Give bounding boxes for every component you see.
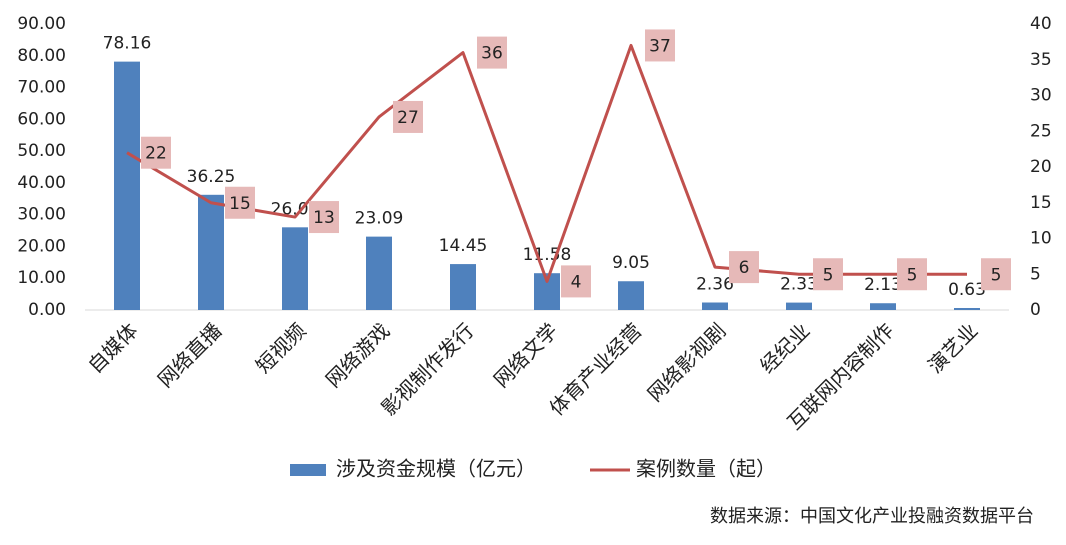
bar xyxy=(618,281,644,310)
y2-tick-label: 25 xyxy=(1030,121,1052,141)
line-label-box xyxy=(561,265,591,298)
y2-tick-label: 10 xyxy=(1030,229,1052,249)
line-value-label: 6 xyxy=(739,258,750,278)
y-tick-label: 90.00 xyxy=(17,14,66,34)
y-tick-label: 50.00 xyxy=(17,141,66,161)
y2-tick-label: 0 xyxy=(1030,300,1041,320)
line-label-box xyxy=(981,258,1011,291)
bar xyxy=(282,227,308,310)
bar xyxy=(198,194,224,310)
y2-tick-label: 40 xyxy=(1030,14,1052,34)
bar xyxy=(114,61,140,310)
y2-tick-label: 5 xyxy=(1030,264,1041,284)
bar-value-label: 0.63 xyxy=(948,280,986,300)
bar xyxy=(702,302,728,310)
line-label-box xyxy=(897,258,927,291)
legend-label: 涉及资金规模（亿元） xyxy=(336,457,536,481)
line-label-box xyxy=(729,251,759,284)
bar-value-label: 2.36 xyxy=(696,275,734,295)
bar-value-label: 9.05 xyxy=(612,253,650,273)
line-label-box xyxy=(477,36,507,69)
bar xyxy=(450,264,476,310)
line-value-label: 5 xyxy=(823,265,834,285)
y-tick-label: 30.00 xyxy=(17,205,66,225)
line-value-label: 22 xyxy=(145,144,167,164)
bar-value-label: 11.58 xyxy=(523,245,572,265)
line-value-label: 4 xyxy=(571,272,582,292)
bar xyxy=(954,307,980,310)
line-value-label: 5 xyxy=(907,265,918,285)
bar-value-label: 2.33 xyxy=(780,275,818,295)
bar-value-label: 23.09 xyxy=(355,209,404,229)
line-value-label: 36 xyxy=(481,44,503,64)
bar-value-label: 36.25 xyxy=(187,167,236,187)
bar xyxy=(786,302,812,310)
line-value-label: 5 xyxy=(991,265,1002,285)
y-tick-label: 0.00 xyxy=(28,300,66,320)
y-tick-label: 40.00 xyxy=(17,173,66,193)
line-label-box xyxy=(309,201,339,234)
line-label-box xyxy=(225,186,255,219)
bar xyxy=(870,303,896,310)
line-value-label: 27 xyxy=(397,108,419,128)
y-tick-label: 80.00 xyxy=(17,46,66,66)
line-value-label: 37 xyxy=(649,36,671,56)
line-label-box xyxy=(393,100,423,133)
line-value-label: 15 xyxy=(229,194,251,214)
line-value-label: 13 xyxy=(313,208,335,228)
y2-tick-label: 20 xyxy=(1030,157,1052,177)
bar-value-label: 78.16 xyxy=(103,34,152,54)
legend-label: 案例数量（起） xyxy=(636,457,776,481)
y-tick-label: 20.00 xyxy=(17,236,66,256)
y-tick-label: 60.00 xyxy=(17,109,66,129)
source-note: 数据来源：中国文化产业投融资数据平台 xyxy=(710,506,1034,527)
line-label-box xyxy=(141,136,171,169)
bar-value-label: 14.45 xyxy=(439,236,488,256)
y-tick-label: 10.00 xyxy=(17,268,66,288)
line-label-box xyxy=(813,258,843,291)
y2-tick-label: 35 xyxy=(1030,50,1052,70)
line-label-box xyxy=(645,29,675,62)
y-tick-label: 70.00 xyxy=(17,78,66,98)
y2-tick-label: 30 xyxy=(1030,86,1052,106)
legend-swatch xyxy=(290,464,326,476)
y2-tick-label: 15 xyxy=(1030,193,1052,213)
bar xyxy=(366,236,392,310)
bar-value-label: 2.13 xyxy=(864,275,902,295)
